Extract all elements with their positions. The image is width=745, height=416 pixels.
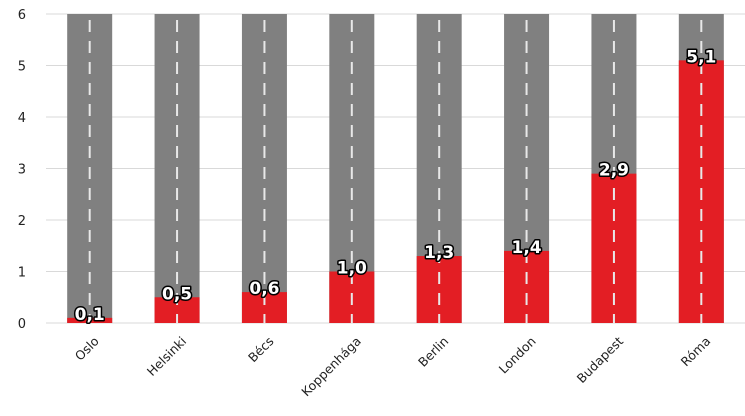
y-tick-label: 5	[18, 60, 26, 75]
x-tick-label-becs: Bécs	[245, 334, 277, 366]
x-tick-label-oslo: Oslo	[72, 334, 102, 364]
y-tick-label: 1	[18, 266, 26, 281]
y-tick-label: 3	[18, 163, 26, 178]
data-label-berlin: 1,3	[424, 243, 454, 263]
x-tick-label-budapest: Budapest	[574, 333, 626, 385]
data-label-koppenhaga: 1,0	[337, 259, 367, 279]
x-tick-label-london: London	[496, 334, 539, 377]
gridlines	[46, 13, 745, 324]
x-tick-label-helsinki: Helsinki	[144, 334, 189, 379]
x-axis-labels: Oslo Helsinki Bécs Koppenhága Berlin London Bu…	[72, 333, 714, 399]
y-tick-label: 4	[18, 111, 26, 126]
y-tick-label: 0	[18, 317, 26, 332]
y-tick-label: 6	[18, 8, 26, 23]
y-axis-ticks: 0 1 2 3 4 5 6	[18, 8, 26, 332]
x-tick-label-berlin: Berlin	[415, 334, 451, 370]
data-label-becs: 0,6	[249, 279, 279, 299]
data-label-roma: 5,1	[686, 47, 716, 67]
bars: 0,1 0,5 0,6 1,0 1,3 1,4 2,9 5,1	[67, 14, 724, 326]
data-label-helsinki: 0,5	[162, 284, 192, 304]
x-tick-label-roma: Róma	[678, 334, 714, 370]
x-tick-label-koppenhaga: Koppenhága	[298, 334, 364, 400]
data-label-oslo: 0,1	[75, 305, 105, 325]
data-label-london: 1,4	[512, 238, 542, 258]
value-bar-berlin	[416, 256, 462, 323]
y-tick-label: 2	[18, 214, 26, 229]
data-label-budapest: 2,9	[599, 161, 629, 181]
